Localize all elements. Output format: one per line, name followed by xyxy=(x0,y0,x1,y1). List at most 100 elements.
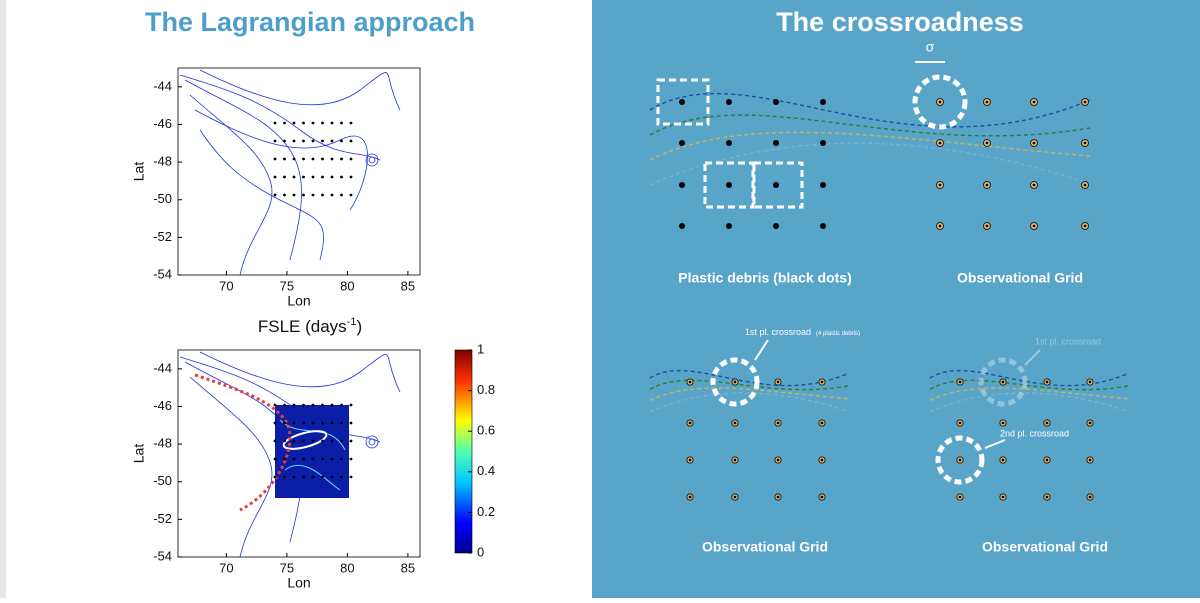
trajectory xyxy=(649,131,1091,161)
grid-node-center xyxy=(776,421,780,425)
debris-dot xyxy=(311,439,315,443)
debris-dot xyxy=(302,439,305,443)
x-tick-label: 85 xyxy=(401,560,415,575)
x-tick-label: 85 xyxy=(401,278,415,293)
debris-dot xyxy=(330,439,334,443)
dotted-path xyxy=(194,373,292,512)
y-tick-label: -54 xyxy=(153,266,172,281)
grid-node-center xyxy=(1032,141,1036,145)
debris-dot xyxy=(679,182,685,188)
grid-node-center xyxy=(1045,458,1049,462)
grid-node-center xyxy=(776,380,780,384)
debris-dot xyxy=(321,139,324,143)
colorbar-tick-label: 0.2 xyxy=(477,504,495,519)
grid-node-center xyxy=(733,495,737,499)
debris-dot xyxy=(321,175,324,179)
debris-dot xyxy=(273,457,277,461)
debris-dot xyxy=(330,193,334,197)
debris-dot xyxy=(292,421,296,425)
y-tick-label: -50 xyxy=(153,473,172,488)
debris-dot xyxy=(726,182,732,188)
debris-dot xyxy=(330,157,334,161)
right-panel-bg xyxy=(592,0,1200,598)
debris-dot xyxy=(283,193,286,197)
crossroad-note-faded: 1st pl. crossroad xyxy=(1035,336,1101,346)
grid-node-center xyxy=(938,224,942,228)
right-title: The crossroadness xyxy=(776,7,1024,37)
debris-dot xyxy=(330,175,334,179)
grid-node-center xyxy=(1001,495,1005,499)
debris-dot xyxy=(273,157,277,161)
debris-dot xyxy=(311,121,315,125)
debris-dot xyxy=(726,140,732,146)
debris-dot xyxy=(292,121,296,125)
x-tick-label: 80 xyxy=(340,278,354,293)
debris-dot xyxy=(292,457,296,461)
grid-node-center xyxy=(733,380,737,384)
debris-dot xyxy=(679,140,685,146)
trajectories xyxy=(179,69,401,275)
debris-dot xyxy=(679,223,685,229)
grid-node-center xyxy=(1088,458,1092,462)
panel-label: Observational Grid xyxy=(957,270,1083,286)
debris-dot xyxy=(311,175,315,179)
crossroad-circle xyxy=(935,435,985,485)
sigma-circle xyxy=(912,74,968,130)
grid-node-center xyxy=(1032,224,1036,228)
y-tick-label: -44 xyxy=(153,360,172,375)
debris-dot xyxy=(340,193,343,197)
debris-dot xyxy=(321,439,324,443)
selection-box xyxy=(752,161,804,209)
debris-dot xyxy=(292,139,296,143)
trajectory xyxy=(649,387,849,402)
debris-dot xyxy=(273,193,277,197)
debris-dot xyxy=(283,475,286,479)
grid-node-center xyxy=(985,100,989,104)
grid-node-center xyxy=(776,495,780,499)
note-arrow xyxy=(754,339,769,361)
plot-title: FSLE (days-1) xyxy=(258,316,362,337)
debris-dot xyxy=(330,121,334,125)
x-tick-label: 70 xyxy=(219,560,233,575)
debris-dot xyxy=(273,439,277,443)
debris-dot xyxy=(820,140,826,146)
debris-dot xyxy=(340,421,343,425)
grid-node-center xyxy=(688,380,692,384)
selection-box xyxy=(703,161,755,209)
grid-node-center xyxy=(1045,495,1049,499)
debris-dot xyxy=(292,193,296,197)
debris-dot xyxy=(679,99,685,105)
debris-dot xyxy=(321,157,324,161)
grid-node-center xyxy=(688,495,692,499)
grid-node-center xyxy=(958,458,962,462)
debris-dot xyxy=(302,139,305,143)
grid-node-center xyxy=(1088,495,1092,499)
crossroad-note-2: 2nd pl. crossroad xyxy=(1000,428,1069,438)
grid-node-center xyxy=(958,421,962,425)
debris-dot xyxy=(321,193,324,197)
grid-node-center xyxy=(1088,421,1092,425)
grid-node-center xyxy=(1083,183,1087,187)
debris-dot xyxy=(321,475,324,479)
debris-dot xyxy=(349,157,353,161)
debris-dot xyxy=(340,139,343,143)
debris-dot xyxy=(273,175,277,179)
debris-dot xyxy=(302,193,305,197)
grid-node-center xyxy=(938,100,942,104)
debris-dot xyxy=(283,421,286,425)
plot-title-sup: -1 xyxy=(347,316,357,328)
debris-dot xyxy=(330,457,334,461)
debris-dot xyxy=(311,421,315,425)
x-tick-label: 70 xyxy=(219,278,233,293)
y-tick-label: -48 xyxy=(153,436,172,451)
colorbar-tick-label: 1 xyxy=(477,341,484,356)
debris-dot xyxy=(302,157,305,161)
y-tick-label: -46 xyxy=(153,398,172,413)
debris-dot xyxy=(283,175,286,179)
debris-dot xyxy=(349,421,353,425)
debris-dot xyxy=(302,175,305,179)
debris-dot xyxy=(283,439,286,443)
y-tick-label: -44 xyxy=(153,78,172,93)
debris-dot xyxy=(349,403,353,407)
grid-node-center xyxy=(688,458,692,462)
